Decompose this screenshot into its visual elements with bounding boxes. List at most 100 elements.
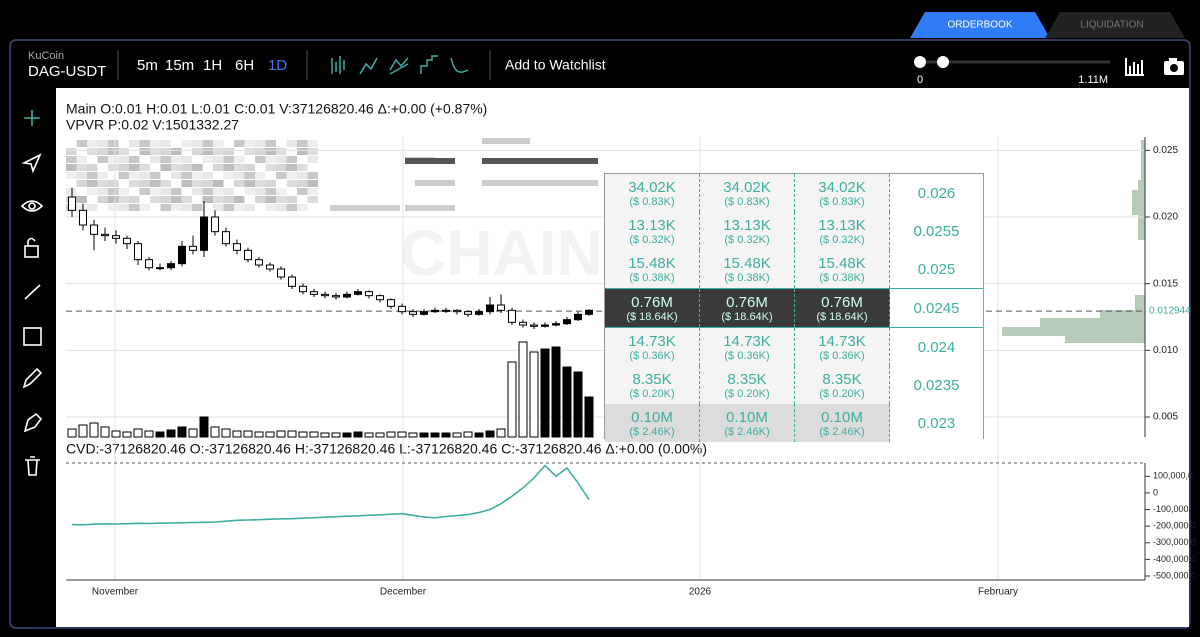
heatmap-cell	[150, 172, 161, 179]
candle-body	[497, 304, 505, 311]
heatmap-cell	[97, 148, 108, 155]
slider-handle[interactable]	[937, 56, 949, 68]
pair[interactable]: DAG-USDT	[28, 63, 106, 80]
heatmap-cell	[181, 196, 192, 203]
tab-orderbook[interactable]	[910, 12, 1050, 38]
timeframe[interactable]: 15m	[165, 57, 194, 74]
candle-body	[266, 264, 274, 270]
amount-value: ($ 0.38K)	[724, 271, 770, 284]
volume-bar	[386, 431, 396, 438]
y-tick-label: 100,000,0	[1153, 471, 1193, 481]
heatmap-cell	[139, 148, 150, 155]
volume-bar	[144, 430, 154, 438]
sidebar-tools[interactable]	[20, 110, 44, 476]
heatmap-cell	[129, 172, 140, 179]
volume-bar	[375, 432, 385, 438]
vpvr-profile	[1002, 140, 1145, 343]
heatmap-cell	[118, 156, 129, 163]
orderbook-cell: 8.35K ($ 0.20K)	[795, 366, 890, 404]
watchlist-button[interactable]: Add to Watchlist	[505, 57, 606, 73]
heatmap-cell	[276, 148, 287, 155]
heatmap-cell	[307, 148, 318, 155]
candle-body	[299, 285, 307, 293]
candle-body	[475, 311, 483, 315]
amount-value: ($ 0.32K)	[629, 233, 675, 246]
price: 0.024	[890, 328, 983, 366]
heatmap-cell	[255, 148, 266, 155]
slider-handle[interactable]	[914, 56, 926, 68]
timeframe-active[interactable]: 1D	[268, 57, 287, 74]
heatmap-cell	[330, 205, 400, 211]
orderbook-cell: 34.02K ($ 0.83K)	[700, 174, 795, 212]
heatmap-cell	[223, 172, 234, 179]
orderbook-cell: 0.76M ($ 18.64K)	[700, 289, 795, 327]
amount-value: ($ 0.20K)	[819, 387, 865, 400]
amount: 34.02K	[723, 178, 771, 196]
amount: 13.13K	[628, 216, 676, 234]
candle-body	[167, 263, 175, 269]
heatmap-cell	[129, 196, 140, 203]
timeframe[interactable]: 6H	[235, 57, 254, 74]
heatmap-cell	[297, 204, 308, 211]
y-tick-label: 0.010	[1153, 345, 1178, 356]
heatmap-cell	[192, 140, 203, 147]
candle-body	[79, 209, 87, 226]
candle-body	[508, 309, 516, 323]
heatmap-cell	[150, 180, 161, 187]
candle-body	[178, 245, 186, 265]
heatmap-cell	[139, 172, 150, 179]
candle-body	[530, 324, 538, 327]
candle-body	[574, 313, 582, 321]
volume-bar	[529, 351, 539, 438]
heatmap-cell	[76, 196, 87, 203]
heatmap-cell	[265, 164, 276, 171]
heatmap-cell	[139, 180, 150, 187]
orderbook-row: 0.76M ($ 18.64K) 0.76M ($ 18.64K) 0.76M ($ 18…	[605, 288, 983, 328]
chart-type-icons[interactable]	[331, 55, 469, 75]
heatmap-cell	[202, 172, 213, 179]
heatmap-cell	[108, 180, 119, 187]
heatmap-cell	[192, 148, 203, 155]
y-tick-label: 0	[1153, 487, 1158, 497]
heatmap-cell	[87, 180, 98, 187]
volume-bar	[243, 430, 253, 438]
volume-bar	[507, 361, 517, 438]
heatmap-cell	[108, 204, 119, 211]
heatmap-cell	[171, 148, 182, 155]
amount: 0.10M	[631, 408, 673, 426]
amount: 8.35K	[727, 370, 767, 388]
orderbook-cell: 13.13K ($ 0.32K)	[605, 212, 700, 250]
volume-icon[interactable]	[1125, 58, 1144, 76]
candle-body	[68, 196, 76, 211]
tab-label[interactable]: LIQUIDATION	[1080, 20, 1143, 31]
tab-liquidation[interactable]	[1045, 12, 1185, 38]
volume-bar	[122, 431, 132, 438]
heatmap-cell	[202, 188, 213, 195]
tab-label[interactable]: ORDERBOOK	[947, 20, 1012, 31]
heatmap-cell	[307, 172, 318, 179]
heatmap-cell	[265, 156, 276, 163]
heatmap-cell	[76, 204, 87, 211]
heatmap-cell	[255, 140, 266, 147]
heatmap-cell	[244, 188, 255, 195]
timeframe[interactable]: 5m	[137, 57, 158, 74]
volume-bar	[309, 431, 319, 438]
heatmap-cell	[97, 172, 108, 179]
heatmap-cell	[405, 158, 455, 164]
heatmap-cell	[97, 140, 108, 147]
volume-bar	[67, 428, 77, 438]
volume-bar	[562, 366, 572, 438]
heatmap-cell	[150, 156, 161, 163]
heatmap-cell	[150, 148, 161, 155]
camera-icon[interactable]	[1164, 58, 1184, 75]
candle-body	[222, 231, 230, 245]
volume-bar	[100, 426, 110, 438]
heatmap-cell	[265, 188, 276, 195]
heatmap-cell	[202, 156, 213, 163]
timeframe[interactable]: 1H	[203, 57, 222, 74]
heatmap-cell	[297, 148, 308, 155]
volume-bar	[232, 430, 242, 438]
heatmap-cell	[87, 164, 98, 171]
